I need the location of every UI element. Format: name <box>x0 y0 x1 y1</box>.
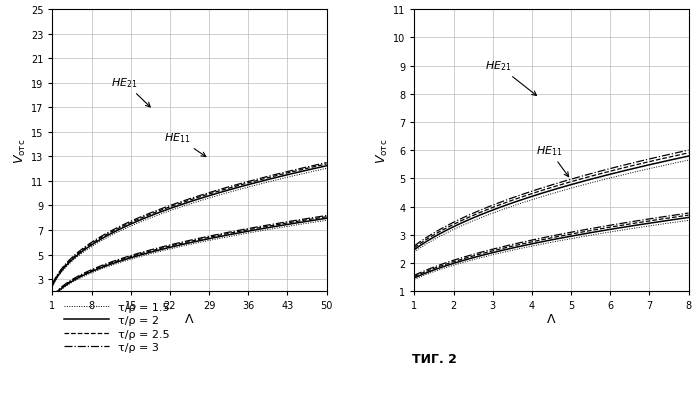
Text: $HE_{11}$: $HE_{11}$ <box>164 131 206 157</box>
Text: $HE_{21}$: $HE_{21}$ <box>485 59 537 96</box>
Legend: τ/ρ = 1.5, τ/ρ = 2, τ/ρ = 2.5, τ/ρ = 3: τ/ρ = 1.5, τ/ρ = 2, τ/ρ = 2.5, τ/ρ = 3 <box>64 302 169 352</box>
Text: ΤИГ. 2: ΤИГ. 2 <box>412 352 456 365</box>
X-axis label: Λ: Λ <box>547 312 556 325</box>
Y-axis label: $V_{\rm отс}$: $V_{\rm отс}$ <box>375 138 390 164</box>
Text: $HE_{21}$: $HE_{21}$ <box>111 76 150 107</box>
Text: $HE_{11}$: $HE_{11}$ <box>535 144 568 177</box>
Y-axis label: $V_{\rm отс}$: $V_{\rm отс}$ <box>13 138 28 164</box>
X-axis label: Λ: Λ <box>185 312 194 325</box>
